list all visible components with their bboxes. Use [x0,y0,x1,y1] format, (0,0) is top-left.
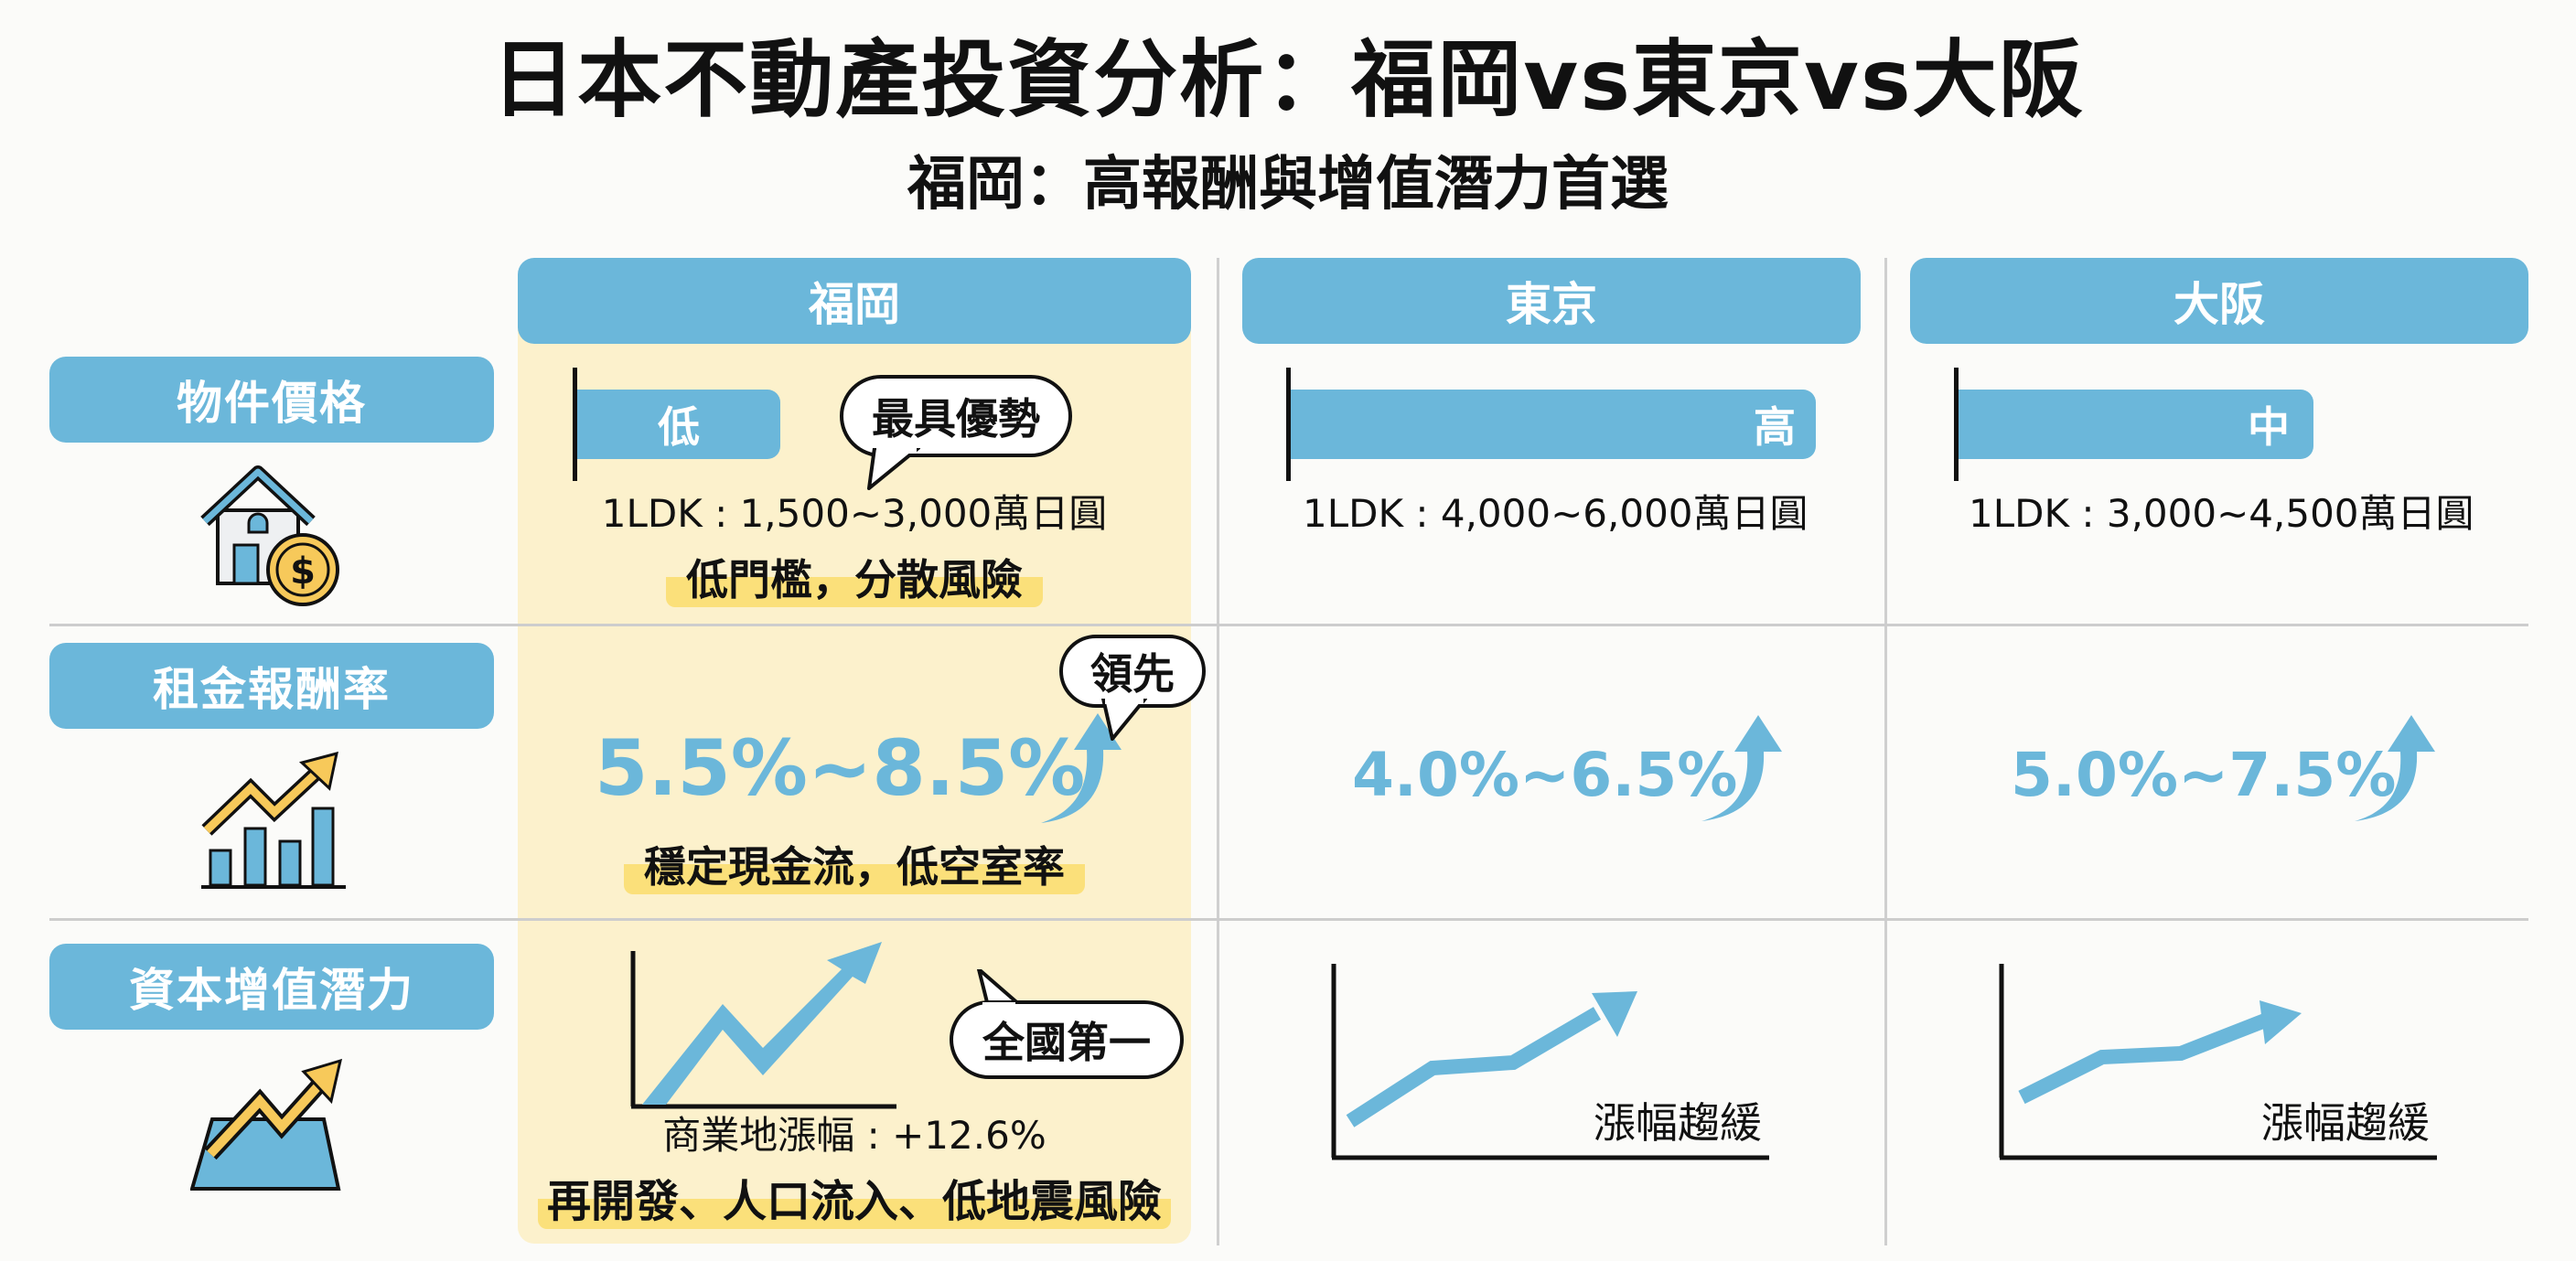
yield-note-fukuoka: 穩定現金流，低空室率 [624,839,1085,894]
price-level-osaka: 中 [2248,402,2290,452]
column-divider [1217,258,1219,1245]
bubble-tail-joint [982,1002,1015,1010]
bar-chart-growth-icon [199,750,349,896]
row-divider [49,918,2528,921]
column-header-osaka: 大阪 [1910,258,2528,344]
price-bar-osaka: 中 [1959,390,2313,459]
appreciation-chart-tokyo [1326,960,1784,1170]
price-bar-tokyo: 高 [1291,390,1816,459]
appreciation-chart-fukuoka [626,924,1037,1112]
trend-label-tokyo: 漲幅趨緩 [1594,1098,1762,1148]
row-label-appreciation: 資本增值潛力 [49,944,494,1030]
row-label-price: 物件價格 [49,357,494,443]
appreciation-stat-fukuoka: 商業地漲幅 : +12.6% [662,1113,1046,1158]
row-label-yield: 租金報酬率 [49,643,494,729]
fukuoka-highlight-column [518,320,1191,1244]
yield-value-tokyo: 4.0%~6.5% [1352,740,1738,810]
price-level-fukuoka: 低 [658,402,700,452]
callout-text: 最具優勢 [840,375,1072,457]
house-with-coin-icon: $ [198,465,344,611]
price-bar-axis [1286,368,1291,481]
column-header-tokyo: 東京 [1242,258,1861,344]
price-range-fukuoka: 1LDK : 1,500~3,000萬日圓 [601,491,1108,536]
page-title: 日本不動產投資分析：福岡vs東京vs大阪 [491,31,2085,129]
row-divider [49,624,2528,626]
callout-bubble-national-first: 全國第一 [950,969,1187,1079]
up-arrow-icon [1034,710,1125,828]
callout-text: 全國第一 [950,1000,1184,1079]
land-value-growth-icon [189,1052,355,1198]
callout-text: 領先 [1059,635,1206,708]
up-arrow-icon [1694,711,1786,825]
price-bar-fukuoka: 低 [577,390,780,459]
callout-bubble-leading: 領先 [1059,635,1206,741]
appreciation-chart-osaka [1994,960,2452,1170]
trend-label-osaka: 漲幅趨緩 [2261,1098,2430,1148]
column-header-fukuoka: 福岡 [518,258,1191,344]
price-level-tokyo: 高 [1754,402,1796,452]
page-subtitle: 福岡：高報酬與增值潛力首選 [907,151,1669,219]
price-bar-axis [1954,368,1959,481]
svg-text:$: $ [290,550,316,593]
price-range-tokyo: 1LDK : 4,000~6,000萬日圓 [1303,491,1809,536]
price-note-fukuoka: 低門檻，分散風險 [666,552,1043,607]
price-bar-axis [573,368,577,481]
appreciation-note-wrap: 再開發、人口流入、低地震風險 [518,1174,1191,1229]
yield-value-fukuoka: 5.5%~8.5% [595,723,1086,813]
yield-note-wrap: 穩定現金流，低空室率 [518,839,1191,894]
price-note-wrap: 低門檻，分散風險 [518,552,1191,607]
appreciation-note-fukuoka: 再開發、人口流入、低地震風險 [537,1174,1171,1229]
callout-bubble-advantage: 最具優勢 [840,375,1072,490]
column-divider [1884,258,1887,1245]
price-range-osaka: 1LDK : 3,000~4,500萬日圓 [1969,491,2474,536]
up-arrow-icon [2347,711,2439,825]
yield-value-osaka: 5.0%~7.5% [2011,740,2397,810]
